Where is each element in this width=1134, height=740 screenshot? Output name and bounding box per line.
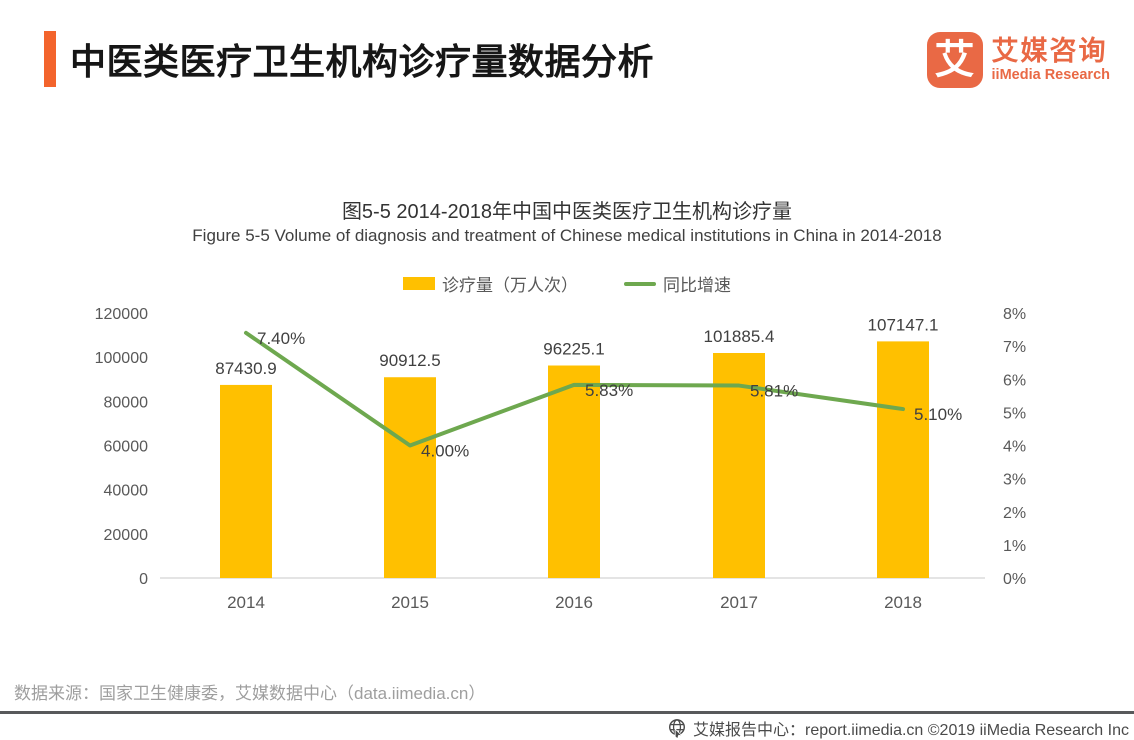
footer-divider [0, 711, 1134, 714]
x-axis-label: 2016 [555, 593, 593, 612]
left-axis-tick: 0 [139, 571, 148, 588]
logo-name-en: iiMedia Research [991, 67, 1110, 84]
logo-glyph: 艾 [934, 38, 975, 82]
left-axis-tick: 40000 [104, 483, 149, 500]
right-axis-tick: 8% [1003, 306, 1026, 323]
x-axis-label: 2015 [391, 593, 429, 612]
bar-value-label: 107147.1 [868, 315, 939, 334]
line-value-label: 7.40% [257, 329, 305, 348]
right-axis-tick: 5% [1003, 405, 1026, 422]
bar-value-label: 96225.1 [543, 340, 604, 359]
legend-item-bar: 诊疗量（万人次） [403, 271, 578, 296]
line-value-label: 5.81% [750, 382, 798, 401]
line-value-label: 5.10% [914, 405, 962, 424]
left-axis-tick: 80000 [104, 394, 149, 411]
right-axis-tick: 7% [1003, 339, 1026, 356]
bar [548, 365, 600, 578]
bar [877, 341, 929, 578]
chart-title-en: Figure 5-5 Volume of diagnosis and treat… [192, 226, 942, 245]
bar [713, 353, 765, 578]
chart-title-cn: 图5-5 2014-2018年中国中医类医疗卫生机构诊疗量 [341, 201, 793, 223]
legend-item-line: 同比增速 [624, 271, 731, 296]
iimedia-logo-icon: 艾 [926, 32, 983, 88]
right-axis-tick: 0% [1003, 571, 1026, 588]
title-accent-bar [44, 31, 56, 87]
page-title: 中医类医疗卫生机构诊疗量数据分析 [70, 41, 655, 82]
combo-chart: 0 20000 40000 60000 80000 100000 120000 0% 1% 2% 3… [95, 306, 1027, 612]
bar-value-label: 90912.5 [379, 351, 440, 370]
left-axis-tick: 120000 [95, 306, 148, 323]
line-value-label: 4.00% [421, 442, 469, 461]
footer-text: 艾媒报告中心：report.iimedia.cn ©2019 iiMedia R… [693, 722, 1129, 739]
left-axis-tick: 100000 [95, 350, 148, 367]
bar-value-label: 87430.9 [215, 359, 276, 378]
line-value-label: 5.83% [585, 381, 633, 400]
data-source: 数据来源：国家卫生健康委，艾媒数据中心（data.iimedia.cn） [14, 684, 486, 703]
right-axis-tick: 6% [1003, 372, 1026, 389]
legend-bar-label: 诊疗量（万人次） [442, 276, 578, 295]
right-axis-tick: 2% [1003, 505, 1026, 522]
chart-legend: 诊疗量（万人次） 同比增速 [0, 271, 1134, 296]
logo-text: 艾媒咨询 iiMedia Research [991, 35, 1110, 84]
bar [384, 377, 436, 578]
growth-line [244, 330, 905, 448]
globe-cursor-icon [669, 718, 686, 739]
iimedia-logo: 艾 艾媒咨询 iiMedia Research [926, 32, 1110, 88]
x-axis-label: 2017 [720, 593, 758, 612]
bar-value-label: 101885.4 [704, 327, 775, 346]
logo-name-cn: 艾媒咨询 [991, 35, 1108, 66]
right-axis-tick: 4% [1003, 439, 1026, 456]
x-axis-label: 2014 [227, 593, 265, 612]
legend-bar-swatch [403, 277, 435, 290]
left-axis-tick: 20000 [104, 527, 149, 544]
x-axis-label: 2018 [884, 593, 922, 612]
bar [220, 384, 272, 578]
legend-line-label: 同比增速 [663, 276, 731, 295]
right-axis-tick: 3% [1003, 472, 1026, 489]
left-axis-tick: 60000 [104, 439, 149, 456]
legend-line-swatch [624, 281, 656, 286]
right-axis-tick: 1% [1003, 538, 1026, 555]
footer: 艾媒报告中心：report.iimedia.cn ©2019 iiMedia R… [667, 716, 1129, 740]
